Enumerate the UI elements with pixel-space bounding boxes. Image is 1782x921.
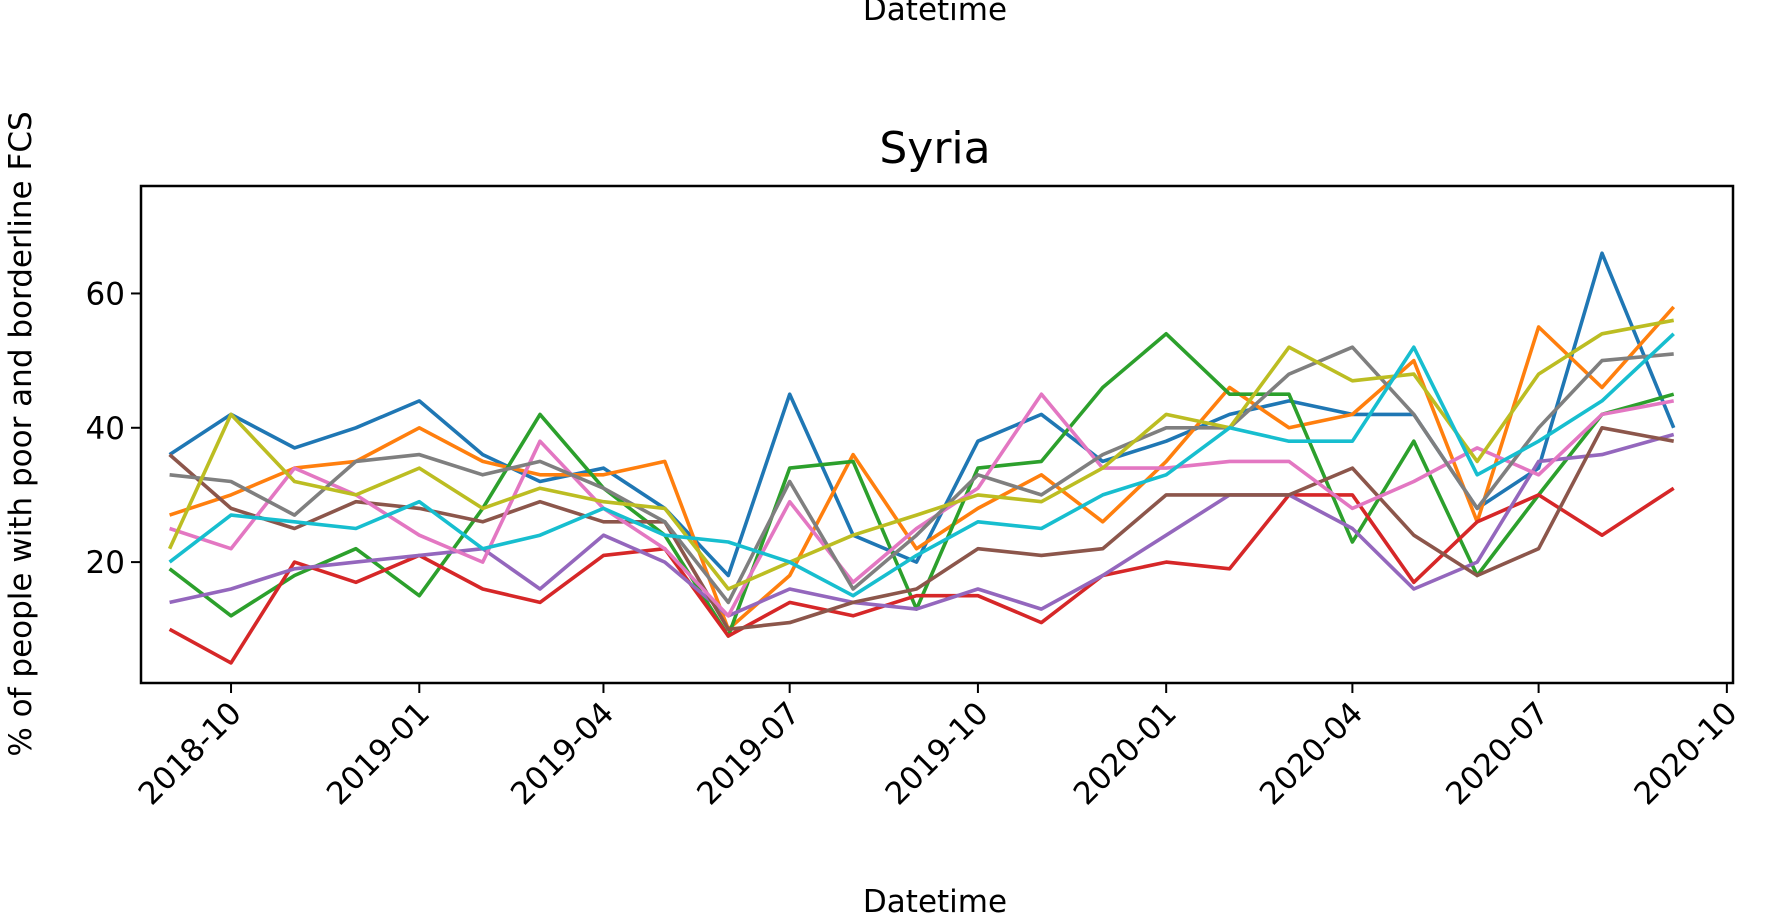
- x-tick-label: 2019-07: [690, 695, 807, 812]
- y-tick-label: 20: [86, 545, 125, 581]
- x-axis-ticks: 2018-10 2019-01 2019-04 2019-07 2019-10 2020-…: [132, 683, 1745, 812]
- x-tick-label: 2019-01: [320, 695, 437, 812]
- x-tick-label: 2020-01: [1067, 695, 1184, 812]
- series-line-10: [168, 332, 1675, 598]
- series-line-7: [169, 392, 1675, 618]
- series-line-8: [169, 345, 1674, 605]
- series-line-2: [169, 305, 1676, 632]
- x-tick-label: 2020-07: [1439, 695, 1556, 812]
- x-axis-label: Datetime: [863, 884, 1007, 920]
- plot-frame: [139, 184, 1735, 685]
- series-layer: [167, 251, 1676, 665]
- y-tick-label: 40: [86, 411, 125, 447]
- y-axis-ticks: 20 40 60: [86, 276, 141, 581]
- x-tick-label: 2019-04: [504, 695, 621, 812]
- x-tick-label: 2018-10: [132, 695, 249, 812]
- x-tick-label: 2020-04: [1253, 695, 1370, 812]
- y-tick-label: 60: [86, 276, 125, 312]
- x-tick-label: 2019-10: [879, 695, 996, 812]
- series-line-9: [167, 318, 1675, 591]
- chart-title: Syria: [879, 123, 990, 174]
- series-line-6: [168, 425, 1675, 632]
- x-tick-label: 2020-10: [1627, 695, 1744, 812]
- top-clipped-xlabel: Datetime: [863, 0, 1007, 28]
- series-line-3: [168, 331, 1675, 638]
- y-axis-label: % of people with poor and borderline FCS: [3, 111, 39, 756]
- series-line-5: [169, 432, 1675, 618]
